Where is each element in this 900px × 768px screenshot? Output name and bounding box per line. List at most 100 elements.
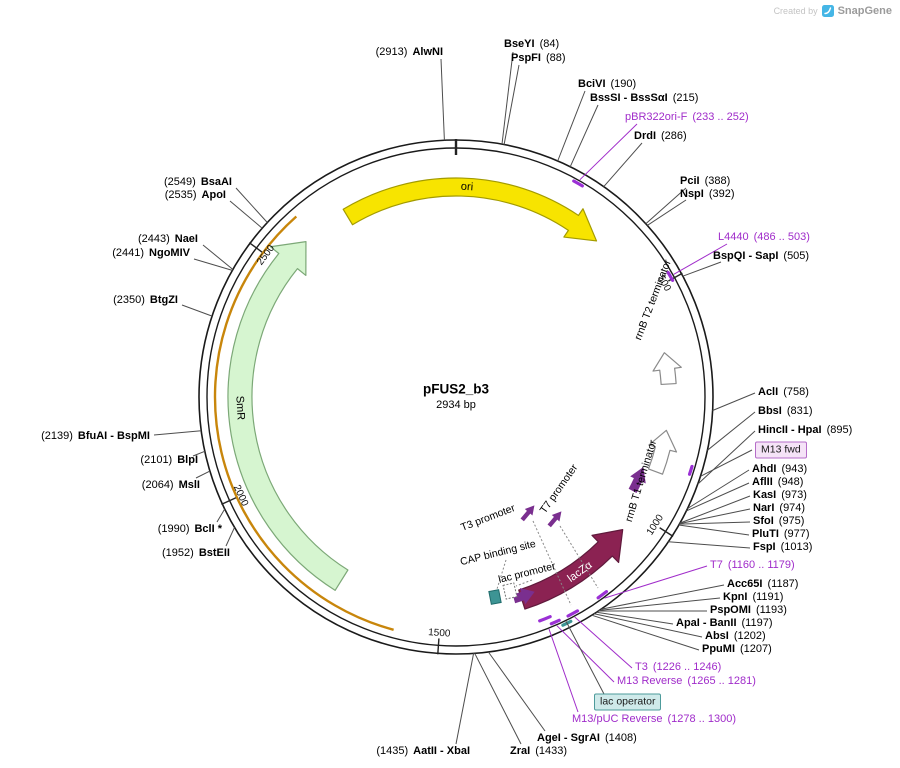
- label-alwni[interactable]: (2913) AlwNI: [376, 46, 443, 58]
- label-hincii-hpai[interactable]: HincII - HpaI (895): [758, 424, 852, 436]
- site-position: (2350): [113, 294, 145, 306]
- callout-line-naei: [202, 244, 234, 270]
- t3-primer-arc[interactable]: [566, 609, 580, 618]
- label-m13-reverse[interactable]: M13 Reverse (1265 .. 1281): [617, 675, 756, 687]
- label-ahdi[interactable]: AhdI (943): [752, 463, 807, 475]
- label-apai-banii[interactable]: ApaI - BanII (1197): [676, 617, 773, 629]
- label-naei[interactable]: (2443) NaeI: [138, 233, 198, 245]
- feature-laczalpha[interactable]: [518, 529, 624, 610]
- label-m13-fwd[interactable]: M13 fwd: [755, 441, 807, 459]
- enzyme-name: HincII - HpaI: [758, 424, 822, 436]
- label-l4440[interactable]: L4440 (486 .. 503): [718, 231, 810, 243]
- label-acc65i[interactable]: Acc65I (1187): [727, 578, 798, 590]
- label-nspi[interactable]: NspI (392): [680, 188, 735, 200]
- l4440-arc[interactable]: [666, 270, 675, 282]
- pbr322ori-f-arc[interactable]: [572, 179, 584, 188]
- label-btgzi[interactable]: (2350) BtgZI: [113, 294, 178, 306]
- label-nari[interactable]: NarI (974): [753, 502, 805, 514]
- label-agei-sgrai[interactable]: AgeI - SgrAI (1408): [537, 732, 637, 744]
- label-pbr322ori-f[interactable]: pBR322ori-F (233 .. 252): [625, 111, 749, 123]
- label-pcii[interactable]: PciI (388): [680, 175, 730, 187]
- label-acli[interactable]: AclI (758): [758, 386, 809, 398]
- label-bfuai-bspmi[interactable]: (2139) BfuAI - BspMI: [41, 430, 150, 442]
- enzyme-name: M13/pUC Reverse: [572, 713, 663, 725]
- enzyme-name: AbsI: [705, 630, 729, 642]
- t7-primer-arc[interactable]: [596, 590, 609, 600]
- label-pspfi[interactable]: PspFI (88): [511, 52, 566, 64]
- enzyme-name: T7: [710, 559, 723, 571]
- label-bspqi-sapi[interactable]: BspQI - SapI (505): [713, 250, 809, 262]
- label-bseyi[interactable]: BseYI (84): [504, 38, 559, 50]
- callout-line-sfoi: [679, 521, 751, 525]
- callout-line-drdi: [603, 142, 643, 188]
- site-position: (974): [779, 502, 806, 514]
- label-kpni[interactable]: KpnI (1191): [723, 591, 783, 603]
- label-sfoi[interactable]: SfoI (975): [753, 515, 804, 527]
- label-bbsi[interactable]: BbsI (831): [758, 405, 813, 417]
- t3-promoter-arrow[interactable]: [518, 502, 538, 523]
- label-bsssi[interactable]: BssSI - BssSαI (215): [590, 92, 698, 104]
- m13-fwd-arc[interactable]: [687, 464, 694, 476]
- label-zrai[interactable]: ZraI (1433): [510, 745, 567, 757]
- feature-label-smr[interactable]: SmR: [233, 395, 246, 420]
- watermark-created-by: Created by: [773, 6, 818, 16]
- label-lac-operator[interactable]: lac operator: [594, 693, 662, 711]
- enzyme-name: AgeI - SgrAI: [537, 732, 600, 744]
- feature-smr-gene-arc[interactable]: [213, 215, 394, 631]
- feature-rrnb-t1-terminator[interactable]: [647, 429, 678, 475]
- feature-lac-promoter-arrow[interactable]: [512, 588, 535, 605]
- feature-rrnb-t2-terminator[interactable]: [652, 352, 682, 386]
- site-position: (943): [781, 463, 808, 475]
- m13-puc-reverse-arc[interactable]: [538, 615, 552, 623]
- site-position: (1207): [740, 643, 772, 655]
- label-fspi[interactable]: FspI (1013): [753, 541, 812, 553]
- dotted-leader: [496, 559, 507, 590]
- label-m13-puc-reverse[interactable]: M13/pUC Reverse (1278 .. 1300): [572, 713, 736, 725]
- label-absi[interactable]: AbsI (1202): [705, 630, 766, 642]
- site-position: (758): [783, 386, 809, 398]
- label-bcivi[interactable]: BciVI (190): [578, 78, 636, 90]
- m13-reverse-arc[interactable]: [549, 618, 561, 626]
- feature-m13-fwd-primer-arrow[interactable]: [628, 467, 646, 494]
- site-position: (233 .. 252): [692, 111, 749, 123]
- label-drdi[interactable]: DrdI (286): [634, 130, 687, 142]
- enzyme-name: PspFI: [511, 52, 541, 64]
- label-ppumi[interactable]: PpuMI (1207): [702, 643, 772, 655]
- callout-line-nari: [679, 508, 751, 525]
- label-aflii[interactable]: AflII (948): [752, 476, 803, 488]
- site-position: (1160 .. 1179): [727, 559, 795, 571]
- callout-line-fspi: [668, 541, 751, 549]
- t7-promoter-arrow[interactable]: [545, 508, 565, 529]
- site-position: (1187): [767, 578, 799, 590]
- site-position: (2441): [112, 247, 145, 259]
- feature-smr[interactable]: [227, 241, 349, 591]
- label-aatii-xbai[interactable]: (1435) AatII - XbaI: [376, 745, 470, 757]
- label-pspomi[interactable]: PspOMI (1193): [710, 604, 787, 616]
- callout-line-bseyi: [501, 51, 514, 145]
- label-t7-primer[interactable]: T7 (1160 .. 1179): [710, 559, 795, 571]
- tick-mark: [659, 527, 674, 537]
- callout-line-t7-primer: [604, 565, 708, 599]
- feature-label-ori[interactable]: ori: [460, 181, 473, 194]
- label-bsteii[interactable]: (1952) BstEII: [162, 547, 230, 559]
- feature-ori[interactable]: [342, 177, 598, 242]
- label-blpi[interactable]: (2101) BlpI: [140, 454, 198, 466]
- enzyme-name: BtgZI: [149, 294, 178, 306]
- watermark-brand: SnapGene: [837, 5, 892, 17]
- site-position: (2549): [164, 176, 196, 188]
- label-ngomiv[interactable]: (2441) NgoMIV: [112, 247, 190, 259]
- site-position: (505): [783, 250, 810, 262]
- enzyme-name: AhdI: [752, 463, 777, 475]
- callout-line-t3-primer: [574, 616, 633, 669]
- label-bcli[interactable]: (1990) BclI *: [158, 523, 222, 535]
- label-t3-primer[interactable]: T3 (1226 .. 1246): [635, 661, 721, 673]
- label-bsaai[interactable]: (2549) BsaAI: [164, 176, 232, 188]
- label-pluti[interactable]: PluTI (977): [752, 528, 810, 540]
- label-kasi[interactable]: KasI (973): [753, 489, 807, 501]
- label-msli[interactable]: (2064) MslI: [142, 479, 200, 491]
- cap-binding-site-box[interactable]: [488, 589, 502, 605]
- label-apoi[interactable]: (2535) ApoI: [165, 189, 226, 201]
- enzyme-name: AclI: [758, 386, 779, 398]
